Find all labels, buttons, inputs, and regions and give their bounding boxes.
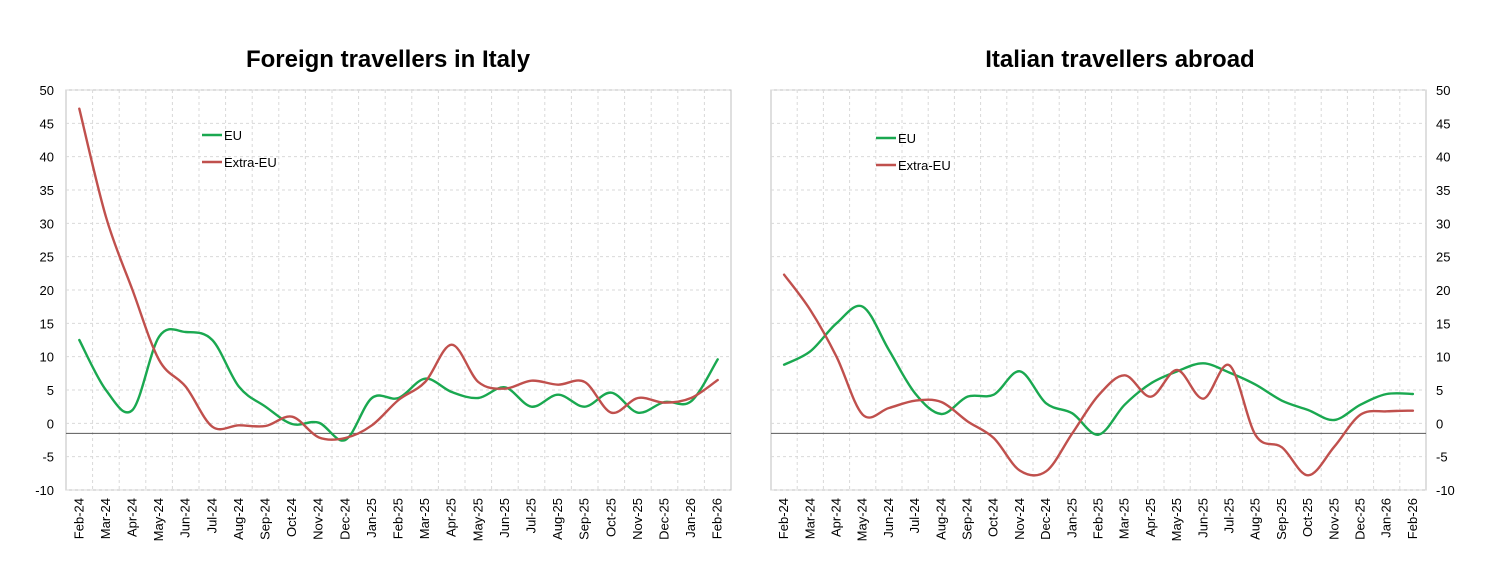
chart-title: Foreign travellers in Italy (246, 46, 531, 73)
x-tick-label: Jun-25 (1195, 498, 1210, 538)
y-tick-label: 30 (40, 216, 54, 231)
y-tick-label: 35 (40, 183, 54, 198)
x-tick-label: Oct-24 (986, 498, 1001, 537)
y-tick-label: -5 (1436, 450, 1448, 465)
x-tick-label: Apr-25 (1143, 498, 1158, 537)
y-tick-label: -5 (42, 450, 54, 465)
chart-panel-1: -10 -5 0 5 10 15 20 25 30 35 40 45 50 Feb-24 Mar-24 Apr… (35, 46, 732, 541)
legend-label-extra-eu: Extra-EU (898, 158, 951, 173)
x-tick-label: Nov-25 (1326, 498, 1341, 540)
x-tick-label: Jul-24 (907, 498, 922, 533)
y-tick-label: 45 (40, 116, 54, 131)
x-tick-label: Feb-24 (71, 498, 86, 539)
x-tick-label: May-24 (151, 498, 166, 541)
series-line-eu (78, 328, 719, 442)
x-tick-label: Sep-24 (960, 498, 975, 540)
x-tick-label: Aug-25 (550, 498, 565, 540)
x-tick-label: Mar-25 (417, 498, 432, 539)
x-tick-label: Jul-25 (1222, 498, 1237, 533)
legend-label-eu: EU (224, 128, 242, 143)
series-line-extra-eu (78, 107, 719, 441)
y-tick-label: 50 (1436, 83, 1450, 98)
y-tick-label: 20 (1436, 283, 1450, 298)
y-tick-label: 5 (47, 383, 54, 398)
x-tick-label: Mar-25 (1117, 498, 1132, 539)
x-tick-label: Nov-24 (311, 498, 326, 540)
x-tick-label: Sep-25 (577, 498, 592, 540)
x-tick-label: Jan-26 (683, 498, 698, 538)
x-tick-label: Aug-24 (231, 498, 246, 540)
y-tick-label: 15 (40, 316, 54, 331)
x-tick-label: Dec-24 (337, 498, 352, 540)
y-tick-label: -10 (1436, 483, 1455, 498)
x-tick-label: Feb-26 (1405, 498, 1420, 539)
x-tick-label: Sep-24 (258, 498, 273, 540)
y-tick-label: 0 (1436, 416, 1443, 431)
legend-label-extra-eu: Extra-EU (224, 155, 277, 170)
x-tick-label: Nov-25 (630, 498, 645, 540)
x-tick-label: Sep-25 (1274, 498, 1289, 540)
series-line-eu (782, 304, 1415, 436)
x-tick-label: Dec-24 (1038, 498, 1053, 540)
y-tick-label: 0 (47, 416, 54, 431)
y-tick-label: 25 (1436, 250, 1450, 265)
x-tick-label: Dec-25 (657, 498, 672, 540)
x-tick-label: May-25 (470, 498, 485, 541)
y-tick-label: 50 (40, 83, 54, 98)
x-tick-label: Jan-25 (1064, 498, 1079, 538)
y-tick-label: 35 (1436, 183, 1450, 198)
x-tick-label: Oct-25 (1300, 498, 1315, 537)
y-tick-label: 40 (1436, 150, 1450, 165)
x-tick-label: Aug-25 (1248, 498, 1263, 540)
y-tick-label: 10 (1436, 350, 1450, 365)
x-tick-label: Feb-25 (391, 498, 406, 539)
x-tick-label: Apr-24 (125, 498, 140, 537)
y-tick-label: 25 (40, 250, 54, 265)
x-tick-label: Feb-24 (776, 498, 791, 539)
y-tick-label: 40 (40, 150, 54, 165)
x-tick-label: Nov-24 (1012, 498, 1027, 540)
legend-label-eu: EU (898, 131, 916, 146)
x-tick-label: Oct-24 (284, 498, 299, 537)
x-tick-label: Apr-24 (829, 498, 844, 537)
x-tick-label: Jun-25 (497, 498, 512, 538)
x-tick-label: May-24 (855, 498, 870, 541)
x-tick-label: Jan-25 (364, 498, 379, 538)
x-tick-label: Jul-24 (204, 498, 219, 533)
x-tick-label: Jul-25 (524, 498, 539, 533)
x-tick-label: Jun-24 (178, 498, 193, 538)
x-tick-label: Feb-26 (710, 498, 725, 539)
y-tick-label: 5 (1436, 383, 1443, 398)
y-tick-label: 45 (1436, 116, 1450, 131)
chart-title: Italian travellers abroad (985, 46, 1254, 73)
x-tick-label: Jan-26 (1379, 498, 1394, 538)
y-tick-label: -10 (35, 483, 54, 498)
y-tick-label: 20 (40, 283, 54, 298)
x-tick-label: Oct-25 (603, 498, 618, 537)
x-tick-label: Jun-24 (881, 498, 896, 538)
x-tick-label: Feb-25 (1091, 498, 1106, 539)
y-tick-label: 10 (40, 350, 54, 365)
x-tick-label: May-25 (1169, 498, 1184, 541)
x-tick-label: Apr-25 (444, 498, 459, 537)
series-line-extra-eu (782, 273, 1415, 477)
x-tick-label: Aug-24 (933, 498, 948, 540)
chart-panel-2: -10 -5 0 5 10 15 20 25 30 35 40 45 50 Feb-24 Mar-24 Apr… (770, 46, 1455, 541)
y-tick-label: 15 (1436, 316, 1450, 331)
x-tick-label: Mar-24 (98, 498, 113, 539)
y-tick-label: 30 (1436, 216, 1450, 231)
x-tick-label: Mar-24 (802, 498, 817, 539)
x-tick-label: Dec-25 (1353, 498, 1368, 540)
